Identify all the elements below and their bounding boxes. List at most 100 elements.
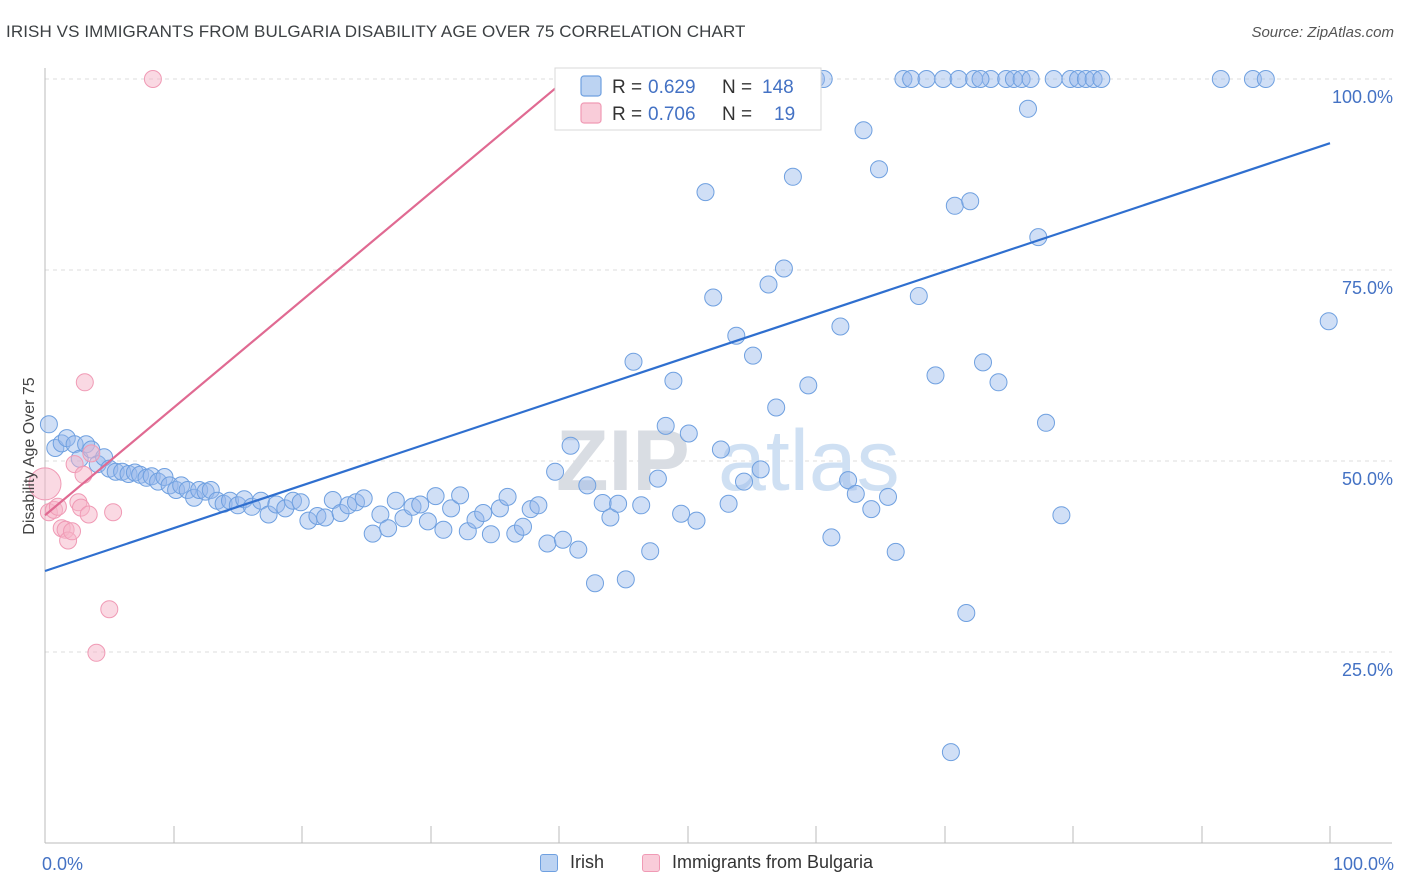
irish-point xyxy=(386,491,405,510)
bottom-legend-bulgaria: Immigrants from Bulgaria xyxy=(642,852,873,873)
watermark-atlas: atlas xyxy=(718,413,900,509)
bulgaria-point xyxy=(79,505,98,524)
irish-point xyxy=(434,520,453,539)
irish-point xyxy=(961,192,980,211)
irish-point xyxy=(839,471,858,490)
irish-point xyxy=(679,424,698,443)
irish-point xyxy=(1092,70,1111,88)
irish-point xyxy=(593,494,612,512)
irish-point xyxy=(854,121,873,140)
irish-point xyxy=(291,493,310,512)
irish-point xyxy=(1037,413,1055,432)
series-bulgaria xyxy=(28,70,162,662)
bulgaria-point xyxy=(82,444,101,463)
irish-point xyxy=(609,494,628,513)
irish-point xyxy=(949,70,968,88)
irish-point xyxy=(514,517,532,536)
irish-point xyxy=(751,460,770,479)
irish-point xyxy=(879,487,897,506)
irish-point xyxy=(601,508,620,527)
bottom-legend-label-bulgaria: Immigrants from Bulgaria xyxy=(672,852,874,872)
irish-point xyxy=(1069,70,1088,88)
irish-point xyxy=(308,507,327,525)
series-irish xyxy=(39,70,1338,762)
irish-point xyxy=(1256,70,1275,88)
irish-point xyxy=(687,511,706,530)
irish-point xyxy=(862,500,881,519)
irish-point xyxy=(846,484,865,503)
bulgaria-point xyxy=(143,70,162,88)
y-tick-label-2: 75.0% xyxy=(1342,278,1393,298)
chart-source: Source: ZipAtlas.com xyxy=(1251,24,1394,41)
x-tick-label-0: 0.0% xyxy=(42,854,83,874)
bottom-legend: Irish Immigrants from Bulgaria xyxy=(0,852,1406,878)
bulgaria-trend-line xyxy=(44,81,564,517)
irish-point xyxy=(934,70,953,88)
irish-point xyxy=(259,505,278,524)
irish-point xyxy=(46,439,65,457)
legend-r-label-bulgaria: R = xyxy=(612,104,642,125)
legend-r-value-irish: 0.629 xyxy=(648,77,696,98)
irish-point xyxy=(371,505,390,524)
irish-point xyxy=(641,542,660,561)
irish-point xyxy=(767,398,786,417)
irish-point xyxy=(284,491,302,510)
irish-point xyxy=(870,160,888,179)
irish-point xyxy=(783,167,802,186)
irish-point xyxy=(1052,506,1071,525)
irish-point xyxy=(1061,70,1080,88)
irish-point xyxy=(52,434,71,453)
trend-lines xyxy=(44,81,1331,573)
y-tick-label-0: 25.0% xyxy=(1342,660,1393,680)
irish-point xyxy=(426,487,445,506)
bottom-legend-swatch-bulgaria xyxy=(642,853,660,872)
irish-point xyxy=(917,70,936,88)
irish-point xyxy=(1044,70,1063,88)
bottom-legend-swatch-irish xyxy=(540,853,558,872)
irish-point xyxy=(941,743,960,762)
irish-point xyxy=(664,371,683,390)
bulgaria-point xyxy=(63,522,81,541)
irish-point xyxy=(945,196,964,215)
irish-point xyxy=(546,462,565,481)
irish-trend-line xyxy=(44,142,1331,573)
irish-point xyxy=(894,70,913,88)
irish-point xyxy=(704,288,723,307)
irish-point xyxy=(506,524,525,543)
x-tick-labels: 0.0% 100.0% xyxy=(42,854,1394,874)
irish-point xyxy=(696,183,715,202)
irish-point xyxy=(744,346,762,365)
irish-point xyxy=(974,353,992,372)
irish-point xyxy=(316,508,335,527)
irish-point xyxy=(648,469,667,488)
irish-point xyxy=(529,496,548,515)
irish-point xyxy=(886,542,905,561)
irish-point xyxy=(1243,70,1262,88)
irish-point xyxy=(1019,99,1037,118)
bulgaria-point xyxy=(74,465,93,484)
irish-point xyxy=(735,472,753,491)
irish-point xyxy=(926,366,945,385)
irish-point xyxy=(538,534,557,553)
irish-point xyxy=(909,287,928,305)
irish-point xyxy=(578,476,597,495)
irish-point xyxy=(149,472,168,491)
irish-point xyxy=(981,70,1000,88)
irish-point xyxy=(363,524,382,543)
y-tick-label-3: 100.0% xyxy=(1332,87,1393,107)
irish-point xyxy=(39,415,58,434)
irish-point xyxy=(1084,70,1103,88)
irish-point xyxy=(201,481,220,499)
chart-title: IRISH VS IMMIGRANTS FROM BULGARIA DISABI… xyxy=(6,22,746,41)
irish-point xyxy=(1076,70,1095,88)
irish-point xyxy=(251,491,270,510)
irish-point xyxy=(155,468,174,486)
irish-point xyxy=(711,440,730,459)
bottom-legend-irish: Irish xyxy=(540,852,604,873)
watermark: ZIP atlas xyxy=(556,413,900,509)
irish-point xyxy=(656,416,675,435)
irish-point xyxy=(354,489,373,508)
irish-point xyxy=(632,496,651,515)
bottom-legend-label-irish: Irish xyxy=(570,852,605,872)
